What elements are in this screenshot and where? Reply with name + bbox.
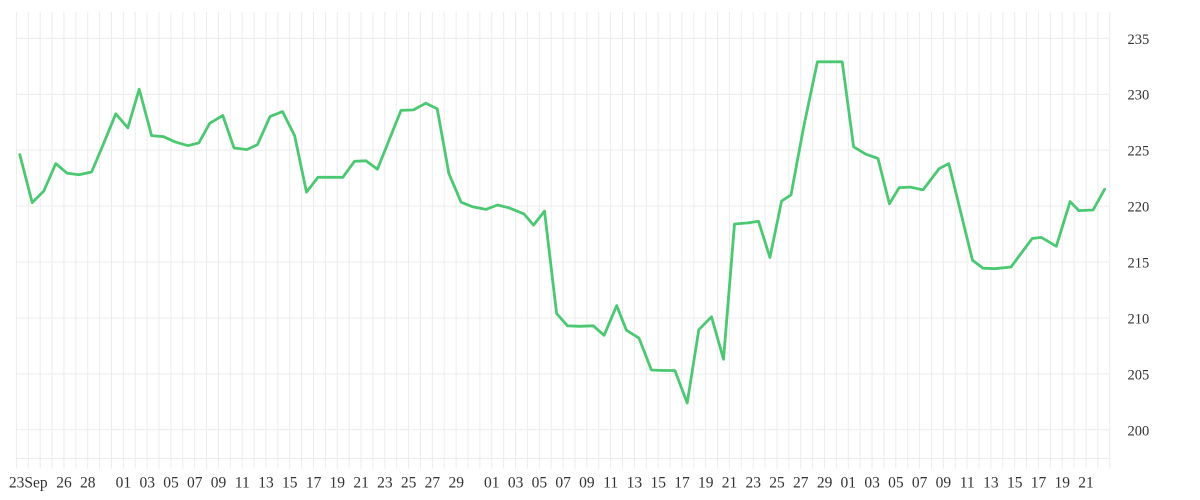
svg-text:19: 19 — [330, 475, 346, 492]
svg-text:11: 11 — [603, 475, 618, 492]
svg-text:215: 215 — [1128, 256, 1150, 272]
svg-text:23: 23 — [746, 475, 762, 492]
svg-text:19: 19 — [698, 475, 714, 492]
svg-text:205: 205 — [1128, 367, 1150, 383]
svg-text:220: 220 — [1128, 200, 1150, 216]
svg-text:03: 03 — [864, 475, 880, 492]
svg-text:21: 21 — [1078, 475, 1094, 492]
svg-text:200: 200 — [1128, 423, 1150, 439]
svg-text:25: 25 — [769, 475, 785, 492]
svg-text:01: 01 — [841, 475, 857, 492]
svg-text:09: 09 — [211, 475, 227, 492]
svg-text:28: 28 — [80, 475, 96, 492]
svg-text:01: 01 — [116, 475, 132, 492]
svg-text:29: 29 — [448, 475, 464, 492]
svg-text:13: 13 — [983, 475, 999, 492]
svg-text:210: 210 — [1128, 311, 1150, 327]
svg-text:25: 25 — [401, 475, 417, 492]
svg-text:230: 230 — [1128, 88, 1150, 104]
svg-text:19: 19 — [1054, 475, 1070, 492]
svg-text:03: 03 — [508, 475, 524, 492]
svg-text:15: 15 — [282, 475, 298, 492]
svg-text:09: 09 — [936, 475, 952, 492]
svg-text:07: 07 — [187, 475, 203, 492]
svg-text:13: 13 — [627, 475, 643, 492]
svg-text:11: 11 — [960, 475, 975, 492]
svg-text:27: 27 — [793, 475, 809, 492]
svg-text:23Sep: 23Sep — [9, 475, 48, 492]
svg-text:01: 01 — [484, 475, 500, 492]
svg-text:13: 13 — [258, 475, 274, 492]
svg-text:07: 07 — [555, 475, 571, 492]
svg-text:235: 235 — [1128, 32, 1150, 48]
svg-text:29: 29 — [817, 475, 833, 492]
svg-text:05: 05 — [888, 475, 904, 492]
svg-text:05: 05 — [163, 475, 179, 492]
svg-text:17: 17 — [306, 475, 322, 492]
svg-text:07: 07 — [912, 475, 928, 492]
svg-text:05: 05 — [532, 475, 548, 492]
svg-text:15: 15 — [1007, 475, 1023, 492]
svg-text:11: 11 — [235, 475, 250, 492]
svg-text:03: 03 — [139, 475, 155, 492]
svg-text:21: 21 — [353, 475, 369, 492]
svg-text:225: 225 — [1128, 144, 1150, 160]
svg-text:09: 09 — [579, 475, 595, 492]
svg-text:15: 15 — [650, 475, 666, 492]
svg-text:26: 26 — [56, 475, 72, 492]
svg-text:17: 17 — [1031, 475, 1047, 492]
svg-text:17: 17 — [674, 475, 690, 492]
svg-text:27: 27 — [425, 475, 441, 492]
svg-text:23: 23 — [377, 475, 393, 492]
svg-text:21: 21 — [722, 475, 738, 492]
